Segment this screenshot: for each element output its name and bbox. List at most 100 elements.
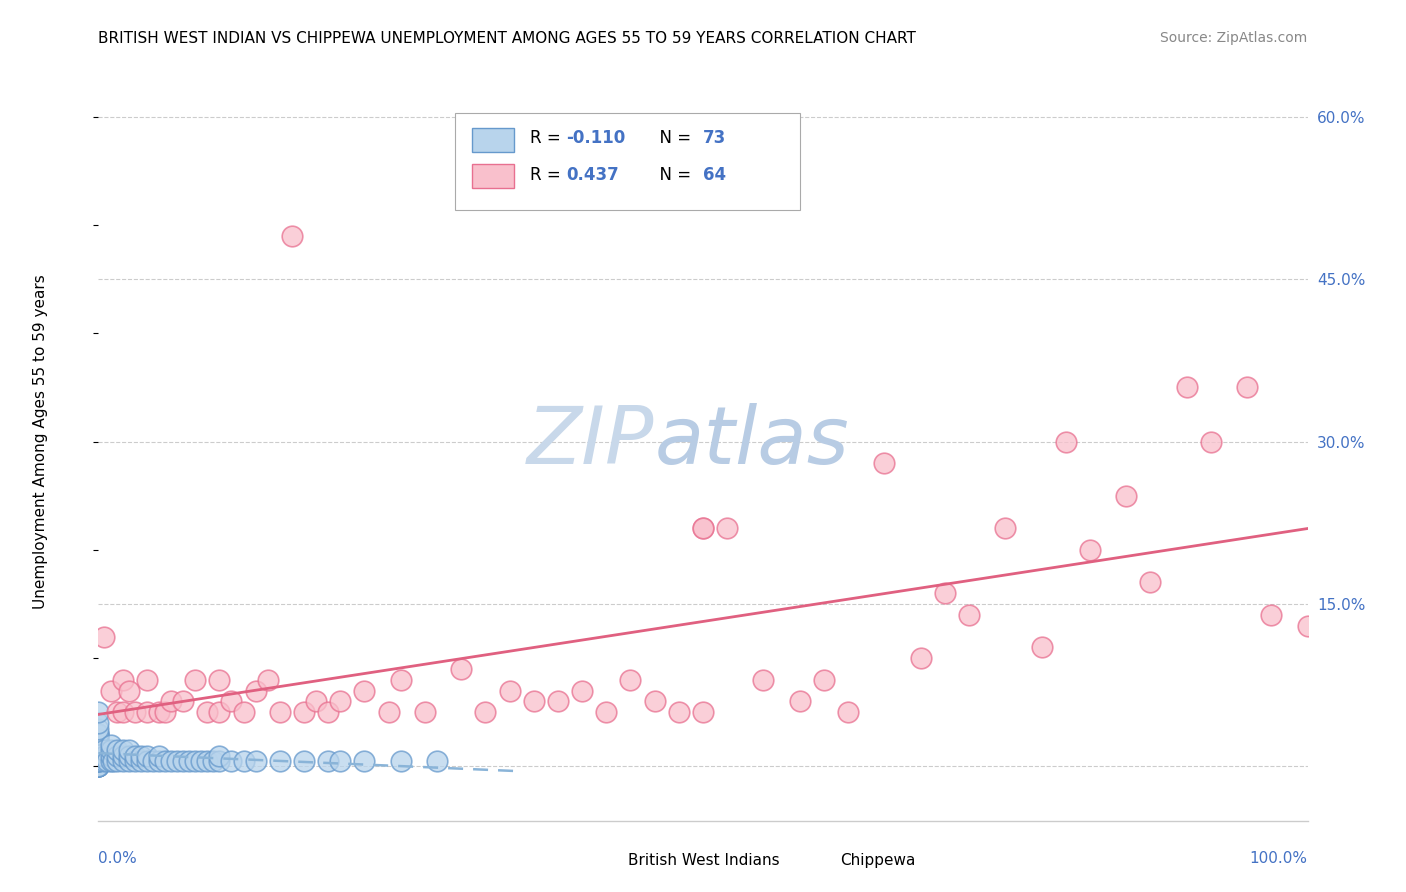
Point xyxy=(100,738,122,752)
Point xyxy=(269,706,291,720)
Point xyxy=(353,754,375,768)
Point xyxy=(153,706,176,720)
Point xyxy=(668,706,690,720)
Point xyxy=(426,754,449,768)
Point xyxy=(571,683,593,698)
Text: N =: N = xyxy=(648,166,696,184)
Point xyxy=(619,673,641,687)
Point xyxy=(118,683,141,698)
Point xyxy=(450,662,472,676)
Point xyxy=(232,754,254,768)
FancyBboxPatch shape xyxy=(456,113,800,211)
Point xyxy=(118,754,141,768)
Point xyxy=(256,673,278,687)
Point xyxy=(87,754,110,768)
Point xyxy=(87,754,110,768)
Text: atlas: atlas xyxy=(655,402,849,481)
Text: 64: 64 xyxy=(703,166,725,184)
Point xyxy=(87,748,110,763)
Point xyxy=(752,673,775,687)
Point xyxy=(111,748,134,763)
Text: Chippewa: Chippewa xyxy=(839,853,915,868)
Point xyxy=(87,748,110,763)
Point xyxy=(389,673,412,687)
Point xyxy=(208,748,231,763)
Point xyxy=(172,694,194,708)
Point xyxy=(87,722,110,736)
Point xyxy=(245,683,267,698)
Point xyxy=(148,748,170,763)
Point xyxy=(105,754,128,768)
Point xyxy=(957,607,980,622)
Point xyxy=(93,630,115,644)
Point xyxy=(87,732,110,747)
Point xyxy=(202,754,225,768)
Text: ZIP: ZIP xyxy=(527,402,655,481)
Point xyxy=(190,754,212,768)
Point xyxy=(87,743,110,757)
Point xyxy=(93,754,115,768)
FancyBboxPatch shape xyxy=(472,164,515,188)
Point xyxy=(160,694,183,708)
Point xyxy=(910,651,932,665)
Text: R =: R = xyxy=(530,166,567,184)
Point xyxy=(129,754,152,768)
Text: -0.110: -0.110 xyxy=(567,129,626,147)
Point xyxy=(389,754,412,768)
FancyBboxPatch shape xyxy=(804,850,834,871)
Point xyxy=(474,706,496,720)
Point xyxy=(644,694,666,708)
Point xyxy=(87,759,110,773)
Point xyxy=(135,673,157,687)
Point xyxy=(87,759,110,773)
Point xyxy=(135,754,157,768)
Point xyxy=(221,754,243,768)
Point xyxy=(87,738,110,752)
Point xyxy=(208,754,231,768)
Point xyxy=(100,683,122,698)
Point xyxy=(208,706,231,720)
Point xyxy=(87,716,110,731)
Point xyxy=(87,732,110,747)
Point xyxy=(172,754,194,768)
Point xyxy=(87,706,110,720)
Point xyxy=(1078,542,1101,557)
Text: R =: R = xyxy=(530,129,567,147)
Point xyxy=(232,706,254,720)
Point xyxy=(353,683,375,698)
Point xyxy=(1139,575,1161,590)
Point xyxy=(1115,489,1137,503)
Text: 0.0%: 0.0% xyxy=(98,851,138,866)
Point xyxy=(498,683,520,698)
Point xyxy=(153,754,176,768)
Point xyxy=(1031,640,1053,655)
Point xyxy=(135,706,157,720)
Point xyxy=(1296,618,1319,632)
Point xyxy=(245,754,267,768)
Point xyxy=(118,743,141,757)
Point xyxy=(87,738,110,752)
Point xyxy=(105,743,128,757)
Point xyxy=(124,748,146,763)
Point xyxy=(87,727,110,741)
Point xyxy=(716,521,738,535)
Point xyxy=(87,727,110,741)
Point xyxy=(166,754,188,768)
Point xyxy=(124,706,146,720)
Point xyxy=(1175,380,1198,394)
Point xyxy=(87,727,110,741)
FancyBboxPatch shape xyxy=(593,850,621,871)
Point xyxy=(96,754,118,768)
Text: 0.437: 0.437 xyxy=(567,166,619,184)
Point xyxy=(994,521,1017,535)
Point xyxy=(105,706,128,720)
Point xyxy=(934,586,956,600)
Point xyxy=(184,754,207,768)
Point xyxy=(837,706,859,720)
Point xyxy=(1236,380,1258,394)
Text: Source: ZipAtlas.com: Source: ZipAtlas.com xyxy=(1160,31,1308,45)
Point xyxy=(1054,434,1077,449)
Point xyxy=(101,754,124,768)
Text: British West Indians: British West Indians xyxy=(628,853,780,868)
Point xyxy=(547,694,569,708)
